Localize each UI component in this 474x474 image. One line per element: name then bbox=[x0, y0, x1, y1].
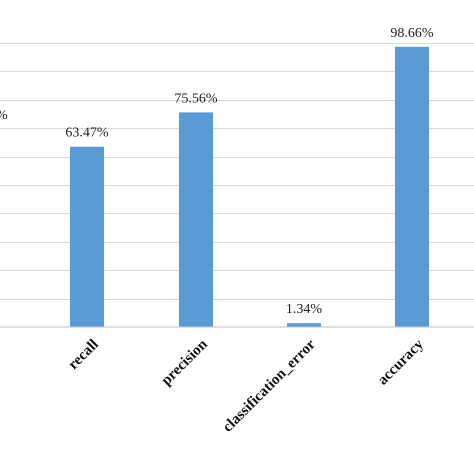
category-label-precision: precision bbox=[158, 336, 211, 389]
y-axis-tick-label: % bbox=[0, 108, 8, 123]
bars bbox=[70, 47, 429, 327]
bar-precision bbox=[179, 112, 213, 327]
value-labels: 63.47% 75.56% 1.34% 98.66% bbox=[65, 26, 434, 317]
bar-classification-error bbox=[287, 323, 321, 327]
category-label-classification-error: classification_error bbox=[220, 336, 319, 435]
value-label-classification-error: 1.34% bbox=[286, 302, 323, 317]
category-label-recall: recall bbox=[65, 337, 101, 373]
value-label-recall: 63.47% bbox=[65, 126, 109, 141]
value-label-accuracy: 98.66% bbox=[390, 26, 434, 41]
value-label-precision: 75.56% bbox=[174, 91, 218, 106]
category-label-accuracy: accuracy bbox=[375, 336, 427, 388]
bar-recall bbox=[70, 147, 104, 327]
category-labels: recall precision classification_error accur… bbox=[65, 336, 427, 435]
bar-accuracy bbox=[395, 47, 429, 327]
